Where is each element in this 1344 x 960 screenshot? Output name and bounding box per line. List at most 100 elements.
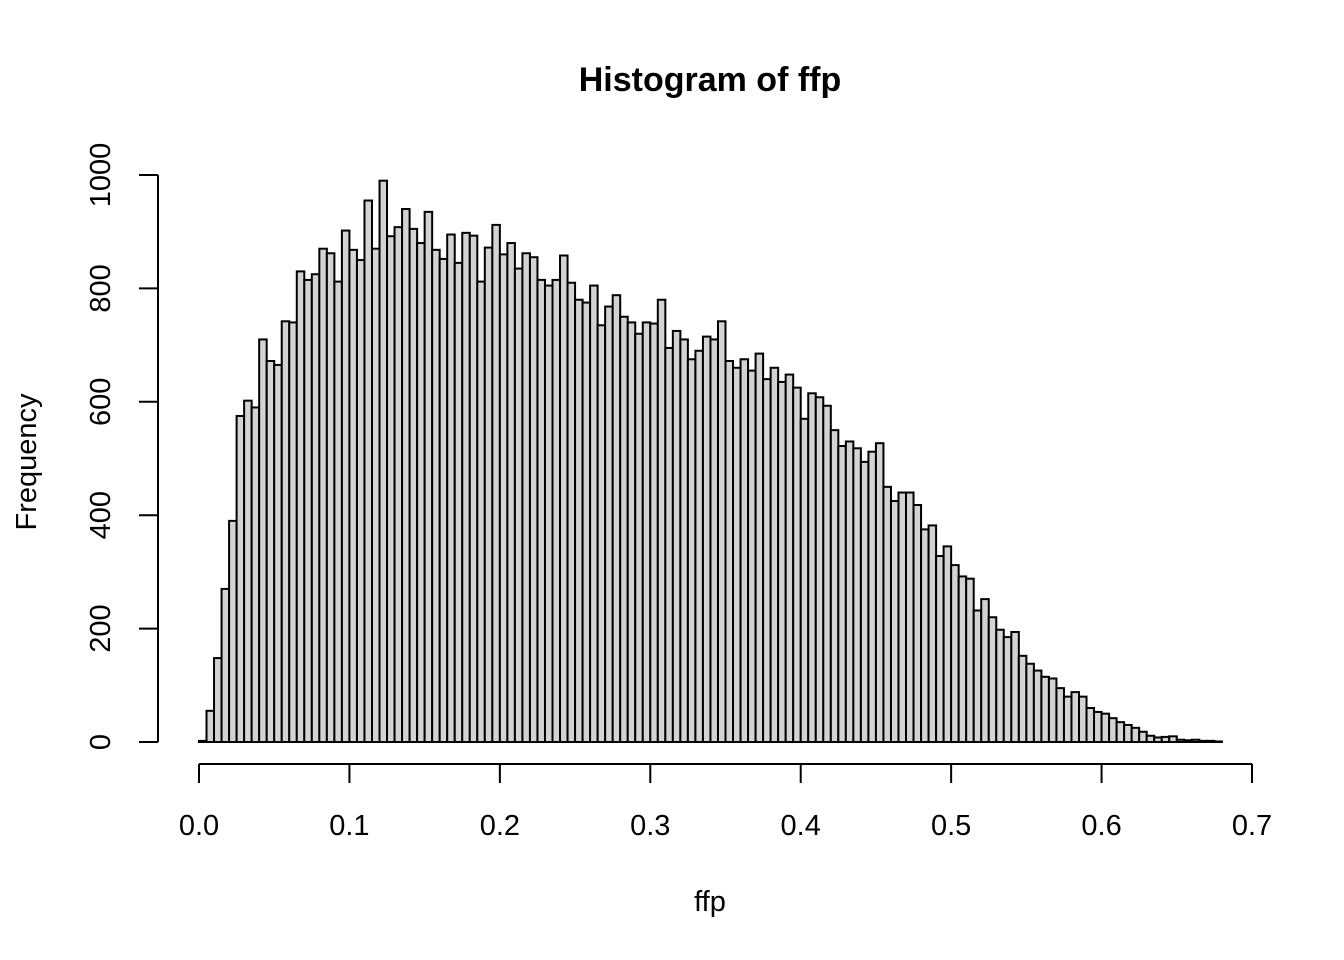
histogram-bar [438, 257, 449, 743]
histogram-bar [416, 242, 426, 743]
histogram-bar [574, 298, 584, 743]
histogram-bar [408, 227, 419, 743]
histogram-bar [348, 248, 358, 743]
x-tick-label: 0.2 [480, 810, 520, 842]
y-axis-title: Frequency [11, 393, 43, 531]
histogram-bar [927, 524, 938, 743]
histogram-bar [318, 247, 328, 744]
histogram-bar [837, 445, 847, 743]
histogram-bar [897, 491, 908, 743]
histogram-bar [559, 254, 569, 743]
histogram-bar [859, 460, 870, 743]
x-tick-label: 0.1 [329, 810, 369, 842]
histogram-bar [363, 199, 373, 743]
histogram-bar [581, 301, 592, 743]
histogram-bar [912, 503, 923, 743]
histogram-bar [596, 324, 607, 743]
y-tick-label: 600 [85, 378, 117, 426]
histogram-bar [762, 378, 772, 743]
histogram-bar [1168, 735, 1178, 744]
y-tick-label: 400 [85, 491, 117, 539]
histogram-bar [656, 298, 667, 743]
histogram-bar [1175, 738, 1186, 743]
histogram-bar [626, 321, 637, 743]
chart-title: Histogram of ffp [579, 61, 842, 99]
histogram-bar [228, 519, 238, 743]
histogram-bar [1198, 739, 1208, 743]
histogram-bar [461, 231, 471, 744]
histogram-bar [649, 322, 659, 743]
histogram-bar [340, 229, 351, 743]
histogram-bar [483, 246, 494, 744]
histogram-bar [1100, 712, 1111, 744]
histogram-bar [1002, 636, 1013, 743]
histogram-bar [506, 242, 516, 743]
histogram-bar [694, 349, 704, 743]
histogram-bar [468, 234, 479, 743]
histogram-bar [965, 577, 975, 744]
histogram-bar [528, 256, 539, 743]
histogram-bar [325, 252, 336, 743]
x-tick-label: 0.4 [781, 810, 821, 842]
histogram-bar [566, 281, 577, 743]
histogram-bar [754, 352, 765, 743]
histogram-bar [724, 359, 735, 743]
histogram-bar [393, 226, 404, 744]
histogram-bar [807, 392, 817, 743]
histogram-bar [431, 248, 441, 743]
histogram-bar [589, 284, 599, 743]
histogram-bar [1213, 740, 1223, 743]
histogram-bar [1138, 730, 1148, 743]
histogram-bar [950, 564, 960, 743]
histogram-bar [423, 210, 434, 744]
y-tick-label: 1000 [85, 143, 117, 208]
histogram-bar [243, 399, 253, 743]
histogram-bar [543, 284, 554, 743]
y-tick-label: 0 [85, 734, 117, 750]
histogram-bar [551, 278, 562, 743]
histogram-bar [784, 373, 795, 743]
histogram-bar [889, 500, 900, 743]
histogram-bar [250, 406, 261, 743]
x-tick-label: 0.3 [630, 810, 670, 842]
histogram-bar [634, 332, 644, 743]
histogram-bar [942, 545, 953, 743]
histogram-bar [1108, 717, 1118, 744]
histogram-bar [769, 366, 780, 743]
histogram-bar [280, 320, 291, 743]
histogram-bar [679, 338, 689, 743]
histogram-bar [611, 294, 622, 743]
histogram-bar [935, 555, 945, 744]
bars-group [198, 179, 1223, 744]
histogram-bar [1047, 677, 1058, 743]
histogram-bar [1160, 735, 1171, 744]
histogram-bar [1115, 721, 1126, 744]
histogram-bar [205, 709, 216, 744]
histogram-bar [995, 628, 1005, 743]
histogram-bar [777, 380, 787, 743]
histogram-bar [980, 598, 990, 743]
histogram-bar [1070, 691, 1081, 743]
x-axis: 0.0 0.1 0.2 0.3 0.4 0.5 0.6 0.7 [179, 763, 1272, 842]
histogram-bar [1017, 654, 1028, 744]
histogram-bar [1093, 710, 1103, 744]
histogram-bar [664, 346, 674, 743]
histogram-bar [1078, 695, 1088, 744]
histogram-bar [987, 616, 998, 744]
x-tick-label: 0.5 [931, 810, 971, 842]
histogram-bar [333, 280, 343, 743]
histogram-bar [1062, 695, 1073, 744]
histogram-bar [792, 386, 802, 744]
y-tick-label: 800 [85, 264, 117, 312]
histogram-bar [972, 609, 983, 744]
histogram-bar [386, 235, 396, 744]
x-tick-label: 0.0 [179, 810, 219, 842]
histogram-bar [852, 447, 862, 743]
histogram-bar [822, 404, 832, 743]
x-axis-title: ffp [694, 886, 726, 918]
histogram-bar [1010, 631, 1020, 743]
histogram-bar [258, 338, 268, 743]
histogram-bar [1085, 706, 1096, 743]
y-axis: 0 200 400 600 800 1000 [85, 143, 159, 750]
